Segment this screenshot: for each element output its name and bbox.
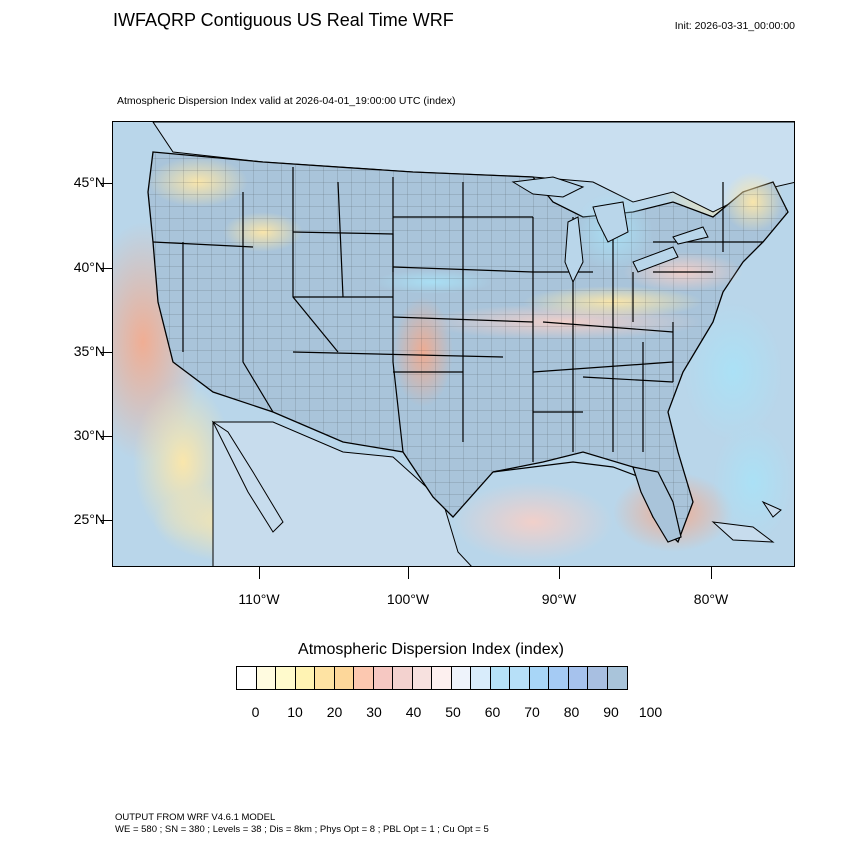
lon-label-100w: 100°W <box>386 591 430 607</box>
lon-tick <box>559 567 560 579</box>
lon-label-110w: 110°W <box>238 591 280 607</box>
state-borders <box>152 167 763 462</box>
lon-tick <box>711 567 712 579</box>
colorbar-tick-label: 10 <box>287 704 303 720</box>
colorbar-swatch <box>354 667 374 689</box>
lat-label-25n: 25°N <box>73 511 105 527</box>
lat-label-45n: 45°N <box>73 174 105 190</box>
colorbar-swatch <box>471 667 491 689</box>
colorbar-swatch <box>432 667 452 689</box>
lat-tick <box>100 352 112 353</box>
colorbar-swatch <box>549 667 569 689</box>
init-time: Init: 2026-03-31_00:00:00 <box>674 20 795 32</box>
colorbar-swatch <box>393 667 413 689</box>
colorbar-tick-label: 80 <box>563 704 580 720</box>
colorbar-tick-label: 60 <box>484 704 501 720</box>
lon-label-80w: 80°W <box>693 591 729 607</box>
colorbar-tick-label: 0 <box>251 704 260 720</box>
map-panel <box>112 121 795 567</box>
colorbar-swatch <box>373 667 393 689</box>
lat-label-40n: 40°N <box>73 259 105 275</box>
map-subtitle: Atmospheric Dispersion Index valid at 20… <box>117 95 456 107</box>
colorbar <box>236 666 628 690</box>
lat-tick <box>100 436 112 437</box>
map-title: IWFAQRP Contiguous US Real Time WRF <box>113 10 454 30</box>
colorbar-tick-label: 100 <box>638 704 663 720</box>
footer-info: OUTPUT FROM WRF V4.6.1 MODEL WE = 580 ; … <box>115 812 489 836</box>
colorbar-swatch <box>529 667 549 689</box>
colorbar-tick-label: 40 <box>405 704 422 720</box>
footer-line-2: WE = 580 ; SN = 380 ; Levels = 38 ; Dis … <box>115 824 489 835</box>
map-canvas <box>113 122 794 566</box>
colorbar-swatch <box>510 667 530 689</box>
lon-tick <box>259 567 260 579</box>
colorbar-tick-label: 90 <box>603 704 619 720</box>
colorbar-swatch <box>295 667 315 689</box>
lon-label-90w: 90°W <box>541 591 577 607</box>
colorbar-tick-label: 50 <box>445 704 461 720</box>
lat-tick <box>100 183 112 184</box>
colorbar-swatch <box>334 667 354 689</box>
lon-tick <box>408 567 409 579</box>
lat-tick <box>100 520 112 521</box>
colorbar-swatch <box>315 667 335 689</box>
colorbar-tick-label: 30 <box>366 704 382 720</box>
colorbar-swatch <box>568 667 588 689</box>
colorbar-swatch <box>412 667 432 689</box>
colorbar-swatch <box>276 667 296 689</box>
colorbar-swatch <box>490 667 510 689</box>
colorbar-tick-label: 20 <box>326 704 343 720</box>
lat-tick <box>100 268 112 269</box>
colorbar-swatch <box>588 667 608 689</box>
colorbar-swatch <box>256 667 276 689</box>
colorbar-swatch <box>451 667 471 689</box>
colorbar-title: Atmospheric Dispersion Index (index) <box>298 641 564 658</box>
colorbar-swatch <box>237 667 257 689</box>
footer-line-1: OUTPUT FROM WRF V4.6.1 MODEL <box>115 812 276 823</box>
colorbar-tick-label: 70 <box>524 704 540 720</box>
lat-label-30n: 30°N <box>73 427 105 443</box>
great-lakes <box>511 176 709 284</box>
florida <box>632 466 682 543</box>
lat-label-35n: 35°N <box>73 343 105 359</box>
colorbar-swatch <box>607 667 627 689</box>
